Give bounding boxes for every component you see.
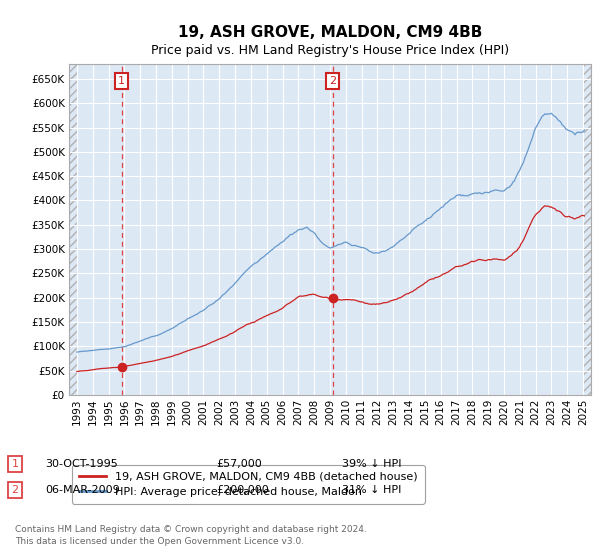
Text: £200,000: £200,000 <box>216 485 269 495</box>
Text: 39% ↓ HPI: 39% ↓ HPI <box>342 459 401 469</box>
Text: 06-MAR-2009: 06-MAR-2009 <box>45 485 120 495</box>
Text: 2: 2 <box>329 76 336 86</box>
Text: £57,000: £57,000 <box>216 459 262 469</box>
Text: 2: 2 <box>11 485 19 495</box>
Text: Contains HM Land Registry data © Crown copyright and database right 2024.
This d: Contains HM Land Registry data © Crown c… <box>15 525 367 546</box>
Text: 1: 1 <box>11 459 19 469</box>
Text: 19, ASH GROVE, MALDON, CM9 4BB: 19, ASH GROVE, MALDON, CM9 4BB <box>178 25 482 40</box>
Text: 1: 1 <box>118 76 125 86</box>
Text: Price paid vs. HM Land Registry's House Price Index (HPI): Price paid vs. HM Land Registry's House … <box>151 44 509 57</box>
Legend: 19, ASH GROVE, MALDON, CM9 4BB (detached house), HPI: Average price, detached ho: 19, ASH GROVE, MALDON, CM9 4BB (detached… <box>72 465 425 503</box>
Text: 30-OCT-1995: 30-OCT-1995 <box>45 459 118 469</box>
Text: 31% ↓ HPI: 31% ↓ HPI <box>342 485 401 495</box>
